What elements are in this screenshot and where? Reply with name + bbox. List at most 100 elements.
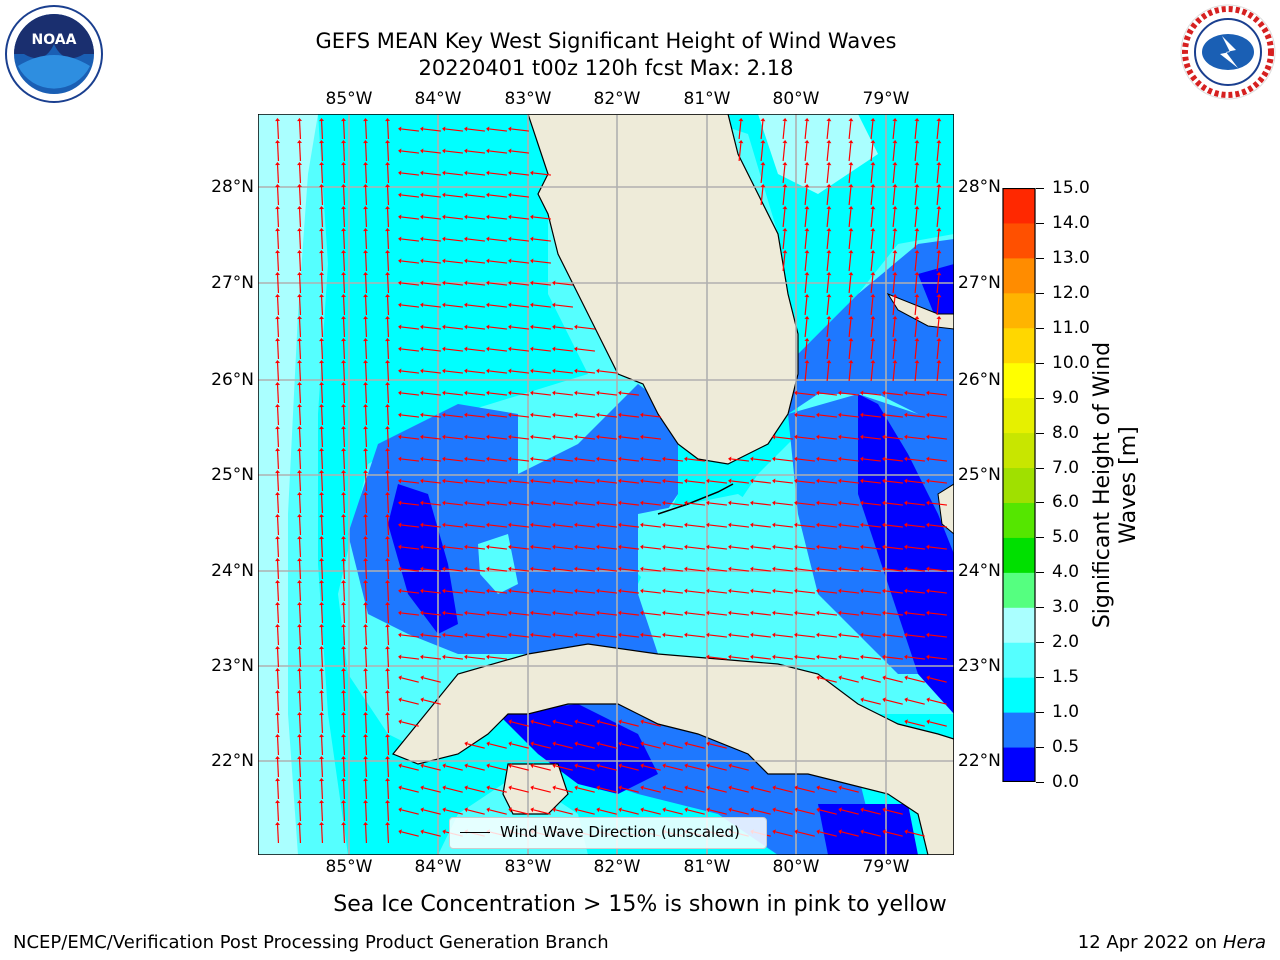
- wave-direction-arrow: [442, 236, 464, 242]
- lat-tick-right: 22°N: [958, 751, 1001, 771]
- wave-direction-arrow: [275, 734, 281, 756]
- wave-direction-arrow: [341, 118, 347, 140]
- wave-direction-arrow: [319, 426, 325, 448]
- wind-wave-arrows: [275, 118, 948, 844]
- wave-direction-arrow: [870, 140, 876, 162]
- wave-direction-arrow: [816, 522, 838, 528]
- wave-direction-arrow: [341, 646, 347, 668]
- colorbar-segment: [1003, 677, 1035, 713]
- wave-direction-arrow: [870, 162, 876, 184]
- wave-direction-arrow: [297, 316, 303, 338]
- wave-direction-arrow: [860, 478, 882, 484]
- wave-direction-arrow: [486, 148, 508, 154]
- wave-direction-arrow: [794, 785, 815, 793]
- wave-direction-arrow: [750, 610, 772, 616]
- colorbar-tick-label: 0.5: [1052, 737, 1080, 758]
- wave-direction-arrow: [706, 500, 728, 506]
- wave-direction-arrow: [385, 448, 391, 470]
- wave-direction-arrow: [816, 632, 838, 638]
- wave-direction-arrow: [574, 324, 596, 330]
- wave-direction-arrow: [420, 697, 441, 705]
- wave-direction-arrow: [363, 470, 369, 492]
- wave-direction-arrow: [892, 228, 898, 250]
- footer-date-text: 12 Apr 2022 on: [1077, 932, 1223, 953]
- wave-direction-arrow: [882, 434, 904, 440]
- wave-direction-arrow: [804, 316, 810, 338]
- wave-direction-arrow: [706, 654, 728, 660]
- lat-tick-left: 25°N: [211, 465, 254, 485]
- wave-direction-arrow: [772, 544, 794, 550]
- wave-direction-arrow: [860, 500, 882, 506]
- wave-direction-arrow: [363, 140, 369, 162]
- wave-direction-arrow: [464, 456, 486, 462]
- wave-direction-arrow: [926, 544, 948, 550]
- wave-direction-arrow: [936, 206, 942, 228]
- wave-direction-arrow: [420, 324, 442, 330]
- wave-direction-arrow: [860, 697, 881, 705]
- wave-direction-arrow: [319, 492, 325, 514]
- wave-direction-arrow: [530, 478, 552, 484]
- wave-direction-arrow: [341, 668, 347, 690]
- wave-direction-arrow: [684, 741, 705, 749]
- colorbar-tick-label: 10.0: [1052, 352, 1090, 373]
- wave-direction-arrow: [275, 712, 281, 734]
- wave-direction-arrow: [398, 544, 420, 550]
- wave-direction-arrow: [618, 566, 640, 572]
- wave-direction-arrow: [596, 719, 617, 727]
- wave-direction-arrow: [486, 654, 508, 660]
- lon-tick-bottom: 85°W: [325, 857, 373, 877]
- wave-direction-arrow: [341, 690, 347, 712]
- wave-direction-arrow: [385, 404, 391, 426]
- colorbar-tick-label: 7.0: [1052, 457, 1080, 478]
- wave-direction-arrow: [772, 785, 793, 793]
- wave-direction-arrow: [882, 807, 903, 815]
- colorbar-tick-label: 11.0: [1052, 317, 1090, 338]
- wave-direction-arrow: [662, 500, 684, 506]
- wave-direction-arrow: [319, 206, 325, 228]
- wave-direction-arrow: [816, 785, 837, 793]
- wave-direction-arrow: [442, 544, 464, 550]
- wave-direction-arrow: [442, 434, 464, 440]
- bahamas-land-andros: [937, 483, 954, 535]
- wave-direction-arrow: [936, 360, 942, 382]
- colorbar-tick-mark: [1036, 677, 1044, 679]
- wave-direction-arrow: [684, 478, 706, 484]
- wave-direction-arrow: [870, 338, 876, 360]
- colorbar-tick-mark: [1036, 397, 1044, 399]
- colorbar-tick-label: 1.5: [1052, 667, 1080, 688]
- colorbar-tick-mark: [1036, 712, 1044, 714]
- wave-direction-arrow: [275, 228, 281, 250]
- wave-direction-arrow: [530, 236, 552, 242]
- wave-direction-arrow: [420, 236, 442, 242]
- wave-direction-arrow: [882, 566, 904, 572]
- wave-direction-arrow: [363, 712, 369, 734]
- colorbar-segment: [1003, 747, 1035, 782]
- wave-direction-arrow: [684, 610, 706, 616]
- wave-direction-arrow: [530, 170, 552, 176]
- wave-direction-arrow: [363, 602, 369, 624]
- wave-direction-arrow: [618, 522, 640, 528]
- wave-direction-arrow: [297, 690, 303, 712]
- wave-contour-darkblue-east: [858, 394, 954, 714]
- wave-direction-arrow: [530, 280, 552, 286]
- wave-direction-arrow: [882, 390, 904, 396]
- wave-direction-arrow: [882, 829, 903, 837]
- wave-direction-arrow: [297, 118, 303, 140]
- wave-direction-arrow: [508, 522, 530, 528]
- wave-direction-arrow: [486, 126, 508, 132]
- wave-direction-arrow: [904, 610, 926, 616]
- wave-direction-arrow: [838, 654, 860, 660]
- wave-direction-arrow: [760, 162, 766, 184]
- wave-direction-arrow: [275, 470, 281, 492]
- wave-direction-arrow: [420, 522, 442, 528]
- wave-direction-arrow: [363, 206, 369, 228]
- wave-direction-arrow: [319, 272, 325, 294]
- wave-direction-arrow: [552, 324, 574, 330]
- wave-direction-arrow: [319, 294, 325, 316]
- wave-direction-arrow: [892, 250, 898, 272]
- colorbar-segment: [1003, 607, 1035, 643]
- wave-direction-arrow: [870, 294, 876, 316]
- wave-direction-arrow: [508, 500, 530, 506]
- wave-direction-arrow: [804, 294, 810, 316]
- wave-direction-arrow: [760, 140, 766, 162]
